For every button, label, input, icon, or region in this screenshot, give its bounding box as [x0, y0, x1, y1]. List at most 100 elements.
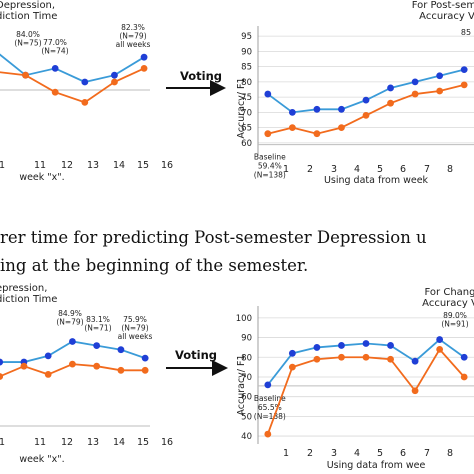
data-label-line: (N=71)	[84, 324, 111, 333]
data-point	[117, 346, 125, 354]
data-point	[140, 53, 148, 61]
data-point	[387, 355, 394, 363]
baseline-label-line: Baseline	[254, 394, 286, 403]
x-tick-label: 14	[113, 160, 125, 171]
x-tick-label: 11	[34, 160, 46, 171]
x-tick-label: 6	[400, 164, 406, 175]
data-label-line: all weeks	[116, 40, 151, 49]
y-tick-label: 40	[241, 432, 252, 442]
x-tick-label: 5	[377, 448, 383, 459]
data-label: 85	[461, 28, 471, 37]
x-tick-label: 7	[424, 164, 430, 175]
data-point	[362, 112, 370, 119]
chart-title-line: diction Time	[0, 294, 57, 305]
data-point	[460, 66, 468, 74]
y-tick-label: 90	[241, 47, 252, 57]
y-tick-label: 95	[241, 32, 252, 42]
data-point	[313, 130, 321, 138]
y-tick-label: 75	[241, 93, 252, 103]
data-point	[69, 360, 76, 368]
data-label-line: (N=91)	[441, 320, 468, 329]
data-label-line: 89.0%	[443, 311, 467, 320]
y-tick-label: 50	[241, 412, 252, 422]
x-tick-label: 2	[307, 164, 313, 175]
data-point	[338, 342, 345, 349]
data-label-line: 77.0%	[43, 38, 67, 47]
data-point	[460, 373, 468, 381]
data-point	[362, 96, 370, 104]
data-point	[44, 371, 52, 378]
data-point	[117, 366, 125, 374]
data-point	[141, 354, 149, 362]
data-label-line: 84.0%	[16, 30, 40, 39]
data-point	[387, 84, 394, 92]
y-axis-label: Accuracy/ F1	[236, 77, 247, 138]
x-tick-label: 8	[447, 164, 453, 175]
y-tick-label: 100	[236, 314, 252, 324]
voting-arrow-top: Voting	[166, 69, 226, 96]
data-point	[288, 108, 296, 116]
baseline-label-line: 65.5%	[258, 403, 282, 412]
chart-title-line: For Chang	[425, 287, 474, 298]
x-tick-label: 15	[137, 160, 149, 171]
data-label-line: (N=75)	[14, 39, 41, 48]
data-point	[362, 353, 370, 361]
data-point	[460, 353, 468, 361]
y-tick-label: 70	[241, 108, 252, 118]
data-point	[362, 340, 370, 347]
voting-label-bottom: Voting	[175, 348, 217, 362]
x-tick-label: 12	[61, 437, 73, 448]
data-point	[411, 78, 419, 86]
data-point	[264, 90, 272, 98]
x-tick-label: 15	[137, 437, 149, 448]
data-point	[111, 71, 118, 79]
data-point	[51, 88, 59, 96]
x-axis-label: Using data from wee	[327, 460, 426, 471]
data-point	[0, 373, 4, 380]
chart-top-right: For Post-semeAccuracy V6065707580859095A…	[236, 0, 474, 186]
data-point	[338, 353, 345, 361]
x-axis-label: Using data from week	[324, 175, 429, 186]
data-point	[338, 105, 345, 113]
data-point	[81, 99, 89, 106]
data-label-line: (N=74)	[41, 47, 68, 56]
data-label-line: 84.9%	[58, 309, 82, 318]
x-tick-label: 3	[331, 448, 337, 459]
x-tick-label: 1	[0, 160, 5, 171]
data-point	[288, 124, 296, 131]
data-point	[288, 349, 296, 357]
y-tick-label: 90	[241, 334, 252, 344]
baseline-label-line: Baseline	[254, 153, 286, 162]
data-point	[313, 344, 321, 351]
y-tick-label: 70	[241, 373, 252, 383]
data-point	[436, 336, 444, 343]
data-label-line: (N=79)	[119, 32, 146, 41]
x-tick-label: 16	[161, 160, 173, 171]
baseline-label-line: 59.4%	[258, 162, 282, 171]
x-tick-label: 16	[161, 437, 173, 448]
figure-caption-line-2: ing at the beginning of the semester.	[0, 256, 309, 275]
data-point	[264, 381, 272, 389]
data-point	[411, 357, 419, 365]
data-point	[288, 363, 296, 371]
data-point	[313, 355, 321, 363]
data-label-line: 75.9%	[123, 315, 147, 324]
x-tick-label: 5	[377, 164, 383, 175]
x-tick-label: 3	[331, 164, 337, 175]
data-point	[22, 71, 29, 79]
x-tick-label: 4	[354, 164, 360, 175]
data-point	[44, 352, 52, 360]
x-tick-label: 2	[307, 448, 313, 459]
x-tick-label: 14	[113, 437, 125, 448]
data-point	[436, 345, 444, 353]
voting-label-top: Voting	[180, 69, 222, 83]
x-tick-label: 8	[447, 448, 453, 459]
series-line	[266, 347, 465, 435]
data-point	[411, 387, 419, 395]
baseline-label-line: (N=138)	[254, 412, 286, 421]
x-tick-label: 13	[87, 160, 99, 171]
data-point	[313, 105, 321, 113]
series-line	[0, 53, 145, 83]
